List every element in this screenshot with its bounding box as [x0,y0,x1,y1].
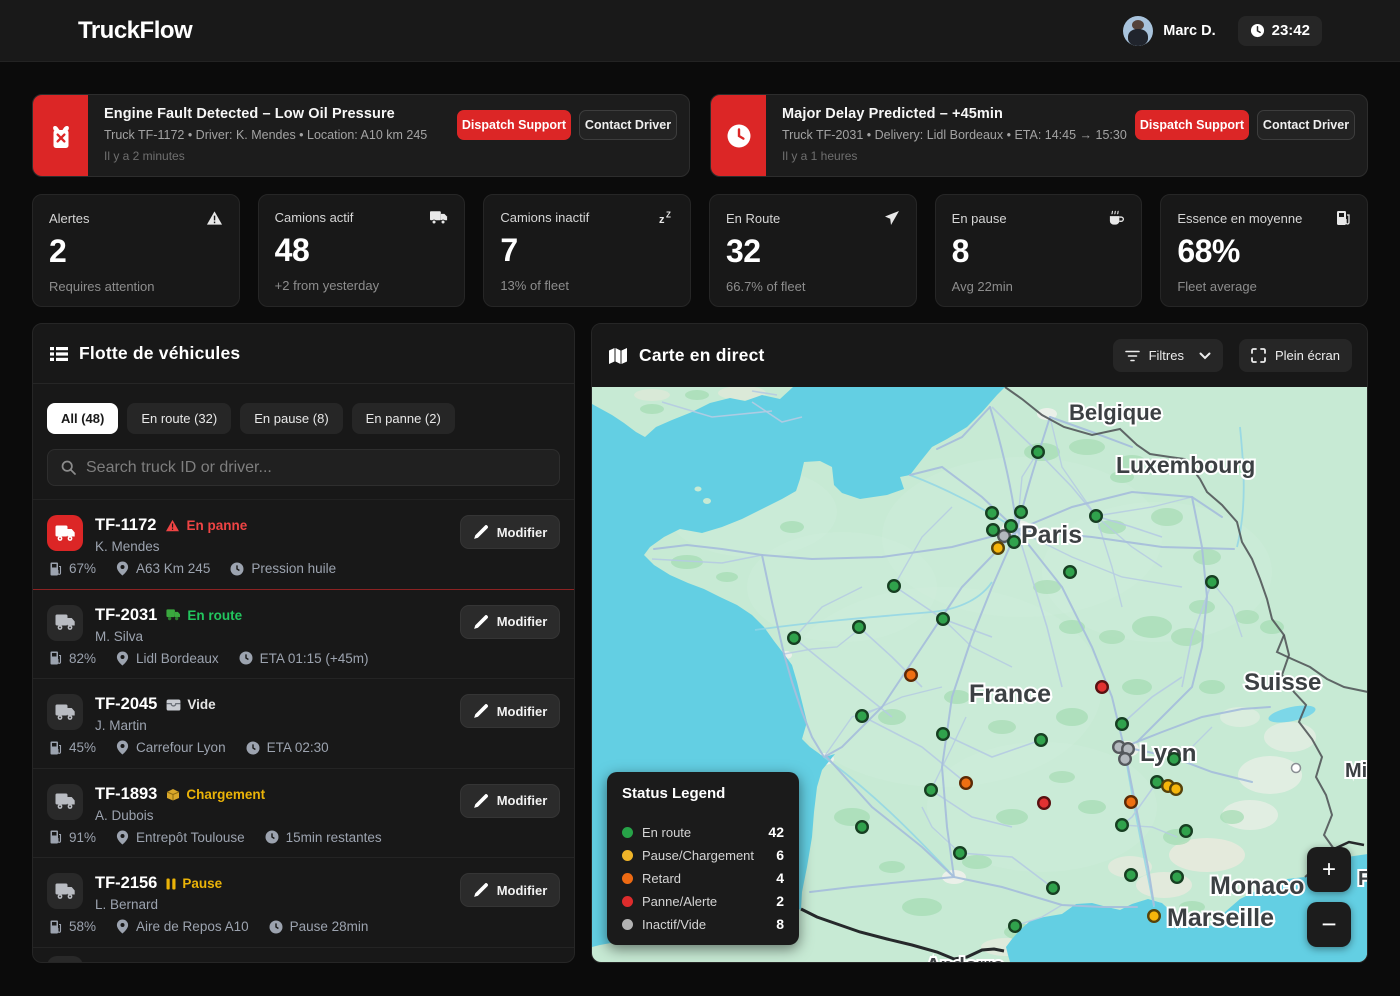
svg-text:Marseille: Marseille [1167,904,1274,932]
svg-text:Suisse: Suisse [1244,669,1321,696]
svg-text:Paris: Paris [1021,521,1082,549]
svg-text:Andorre: Andorre [926,955,1004,962]
svg-text:Flo: Flo [1358,868,1368,890]
svg-text:Z: Z [666,211,671,220]
svg-text:z: z [659,214,665,225]
svg-text:Monaco: Monaco [1210,872,1304,900]
svg-text:Belgique: Belgique [1069,400,1162,425]
svg-text:Mil: Mil [1345,760,1368,782]
svg-text:Luxembourg: Luxembourg [1116,452,1255,478]
svg-text:France: France [969,680,1051,708]
svg-text:Lyon: Lyon [1140,740,1196,767]
